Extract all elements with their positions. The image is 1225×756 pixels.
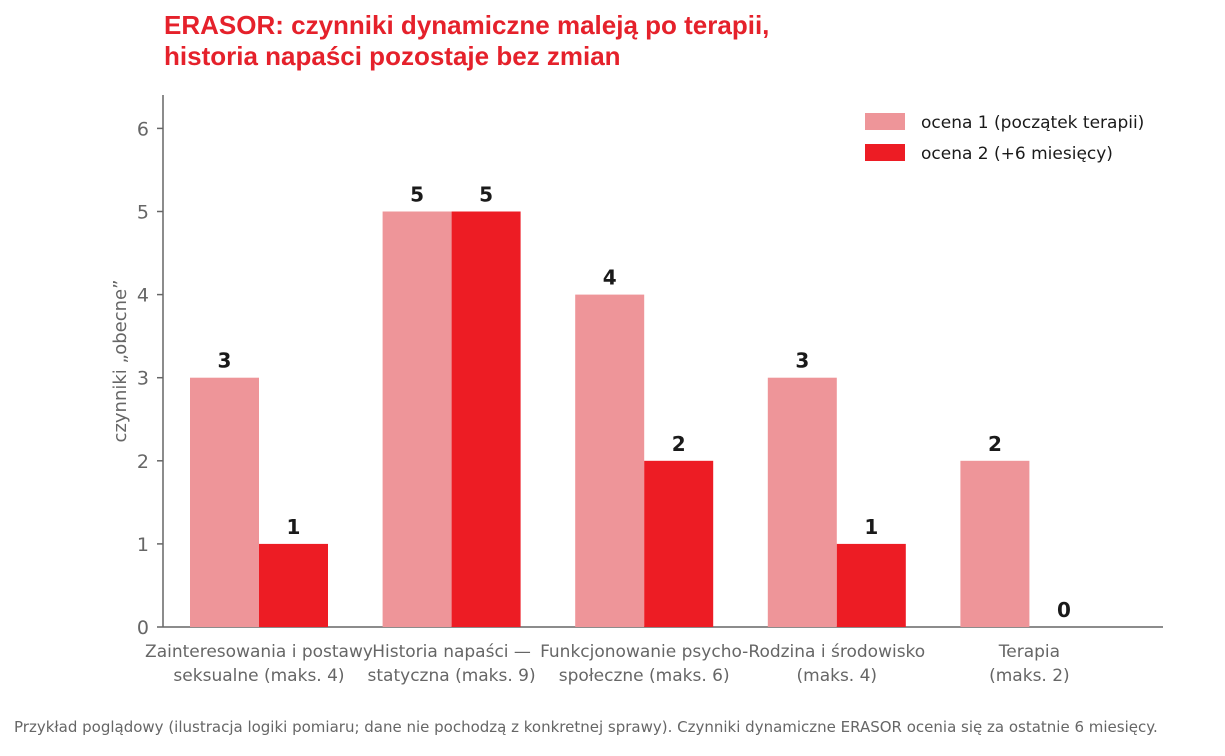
- data-label: 5: [410, 183, 424, 207]
- x-tick-label: Zainteresowania i postawy: [145, 642, 373, 662]
- x-tick-label: Historia napaści —: [372, 642, 531, 662]
- bar-1-2: [382, 211, 452, 627]
- data-label: 5: [479, 183, 493, 207]
- x-tick-label: Funkcjonowanie psycho-: [540, 642, 748, 662]
- data-label: 1: [864, 515, 878, 539]
- x-tick-label: społeczne (maks. 6): [559, 666, 730, 686]
- y-tick-label: 4: [137, 285, 149, 307]
- y-tick-label: 0: [137, 617, 149, 639]
- y-tick-label: 3: [137, 368, 149, 390]
- bar-1-4: [767, 377, 837, 627]
- bar-1-1: [190, 377, 259, 627]
- bar-1-3: [575, 294, 645, 627]
- legend-label-1: ocena 1 (początek terapii): [921, 113, 1144, 133]
- chart-title: ERASOR: czynniki dynamiczne maleją po te…: [164, 10, 769, 72]
- data-label: 1: [287, 515, 301, 539]
- y-tick-label: 6: [137, 118, 149, 140]
- y-axis-label: czynniki „obecne”: [110, 280, 131, 443]
- x-tick-label: (maks. 2): [989, 666, 1070, 686]
- data-label: 4: [603, 266, 617, 290]
- data-label: 2: [672, 432, 686, 456]
- x-tick-label: Terapia: [998, 642, 1060, 662]
- bar-2-1: [259, 543, 328, 627]
- y-tick-label: 2: [137, 451, 149, 473]
- chart-title-line-2: historia napaści pozostaje bez zmian: [164, 41, 621, 71]
- legend-swatch-2: [865, 144, 905, 161]
- data-label: 3: [218, 349, 232, 373]
- chart-title-line-1: ERASOR: czynniki dynamiczne maleją po te…: [164, 10, 770, 40]
- bar-2-2: [451, 211, 521, 627]
- data-label: 2: [988, 432, 1002, 456]
- bar-2-4: [836, 543, 906, 627]
- x-tick-label: Rodzina i środowisko: [748, 642, 925, 662]
- bar-1-5: [960, 460, 1030, 627]
- data-label: 3: [795, 349, 809, 373]
- legend-swatch-1: [865, 113, 905, 130]
- x-tick-label: statyczna (maks. 9): [368, 666, 536, 686]
- bar-2-3: [644, 460, 714, 627]
- y-tick-label: 1: [137, 534, 149, 556]
- x-tick-label: seksualne (maks. 4): [173, 666, 344, 686]
- data-label: 0: [1057, 598, 1071, 622]
- legend-label-2: ocena 2 (+6 miesięcy): [921, 144, 1113, 164]
- y-tick-label: 5: [137, 202, 149, 224]
- footnote: Przykład poglądowy (ilustracja logiki po…: [14, 718, 1158, 736]
- x-tick-label: (maks. 4): [797, 666, 878, 686]
